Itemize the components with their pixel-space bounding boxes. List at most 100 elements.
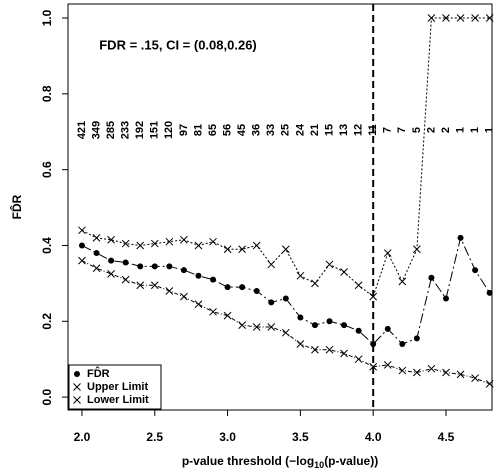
point [253,287,260,294]
x-axis-label: p-value threshold (−log10(p-value)) [182,454,378,470]
point [209,237,217,246]
point [296,271,305,280]
point [78,226,86,235]
count-label: 45 [236,124,248,136]
count-label: 2 [440,127,452,133]
count-label: 233 [120,121,132,139]
point [166,263,173,270]
point [239,284,246,291]
point [399,341,406,348]
point [121,239,130,248]
point [355,327,362,334]
count-label: 192 [134,121,146,139]
point [369,362,378,371]
point [354,281,363,290]
point [485,14,494,22]
point [486,289,493,296]
point [78,256,86,265]
point [92,234,101,242]
point [427,364,436,373]
point [311,322,318,329]
point [369,292,378,301]
point [238,321,246,329]
x-tick-label: 2.0 [74,430,91,444]
point [326,318,333,325]
point [340,268,348,276]
y-tick-label: 0.4 [40,237,54,254]
x-label-part: p-value threshold (−log [182,454,314,468]
y-tick-label: 0.6 [40,161,54,178]
legend-marker [73,383,81,391]
count-label: 5 [411,127,423,133]
point [398,366,407,375]
point [311,345,319,354]
point [223,311,232,320]
point [121,275,130,284]
point [413,368,421,377]
point [210,276,217,283]
point [383,249,392,257]
point [137,263,144,270]
legend-label: Lower Limit [87,394,149,406]
point [456,14,465,22]
point [180,292,188,301]
point [281,245,290,254]
point [383,361,392,369]
point [281,328,290,337]
point [238,245,246,254]
point [268,299,275,306]
point [93,250,100,257]
point [165,287,174,295]
point [107,270,115,278]
plot-box [67,3,493,411]
count-label: 36 [251,124,263,136]
count-label: 97 [178,124,190,136]
point [282,295,289,302]
point [252,241,261,250]
count-label: 285 [105,121,117,139]
point [354,355,363,364]
y-tick-label: 0.8 [40,85,54,102]
point [151,263,158,270]
count-label: 2 [425,127,437,133]
point [311,279,319,288]
point [194,300,203,309]
point [456,370,465,379]
point [195,272,202,279]
count-label: 21 [309,124,321,136]
count-label: 81 [192,124,204,136]
count-label: 56 [221,124,233,136]
x-tick-label: 2.5 [146,430,163,444]
point [442,368,450,377]
point [223,245,232,254]
count-label: 120 [163,121,175,139]
y-axis-label: FD̂R [9,194,24,219]
y-tick-label: 0.0 [40,388,54,405]
point [325,345,334,354]
point [297,314,304,321]
point [180,235,188,244]
annotation: FDR = .15, CI = (0.08,0.26) [99,37,257,52]
count-label: 1 [454,127,466,133]
x-label-part: (p-value)) [324,454,378,468]
count-label: 13 [338,124,350,136]
point [136,241,145,250]
count-label: 24 [294,123,306,136]
series-line [81,17,490,298]
legend-box [68,364,162,410]
point [122,259,129,266]
point [267,323,276,331]
count-label: 12 [353,124,365,136]
count-label: 65 [207,124,219,136]
count-label: 421 [76,121,88,139]
point [442,295,449,302]
legend-marker [74,371,80,377]
point [150,281,159,290]
point [224,284,231,291]
point [180,267,187,274]
point [442,14,450,22]
point [165,237,174,246]
y-tick-label: 0.2 [40,313,54,330]
